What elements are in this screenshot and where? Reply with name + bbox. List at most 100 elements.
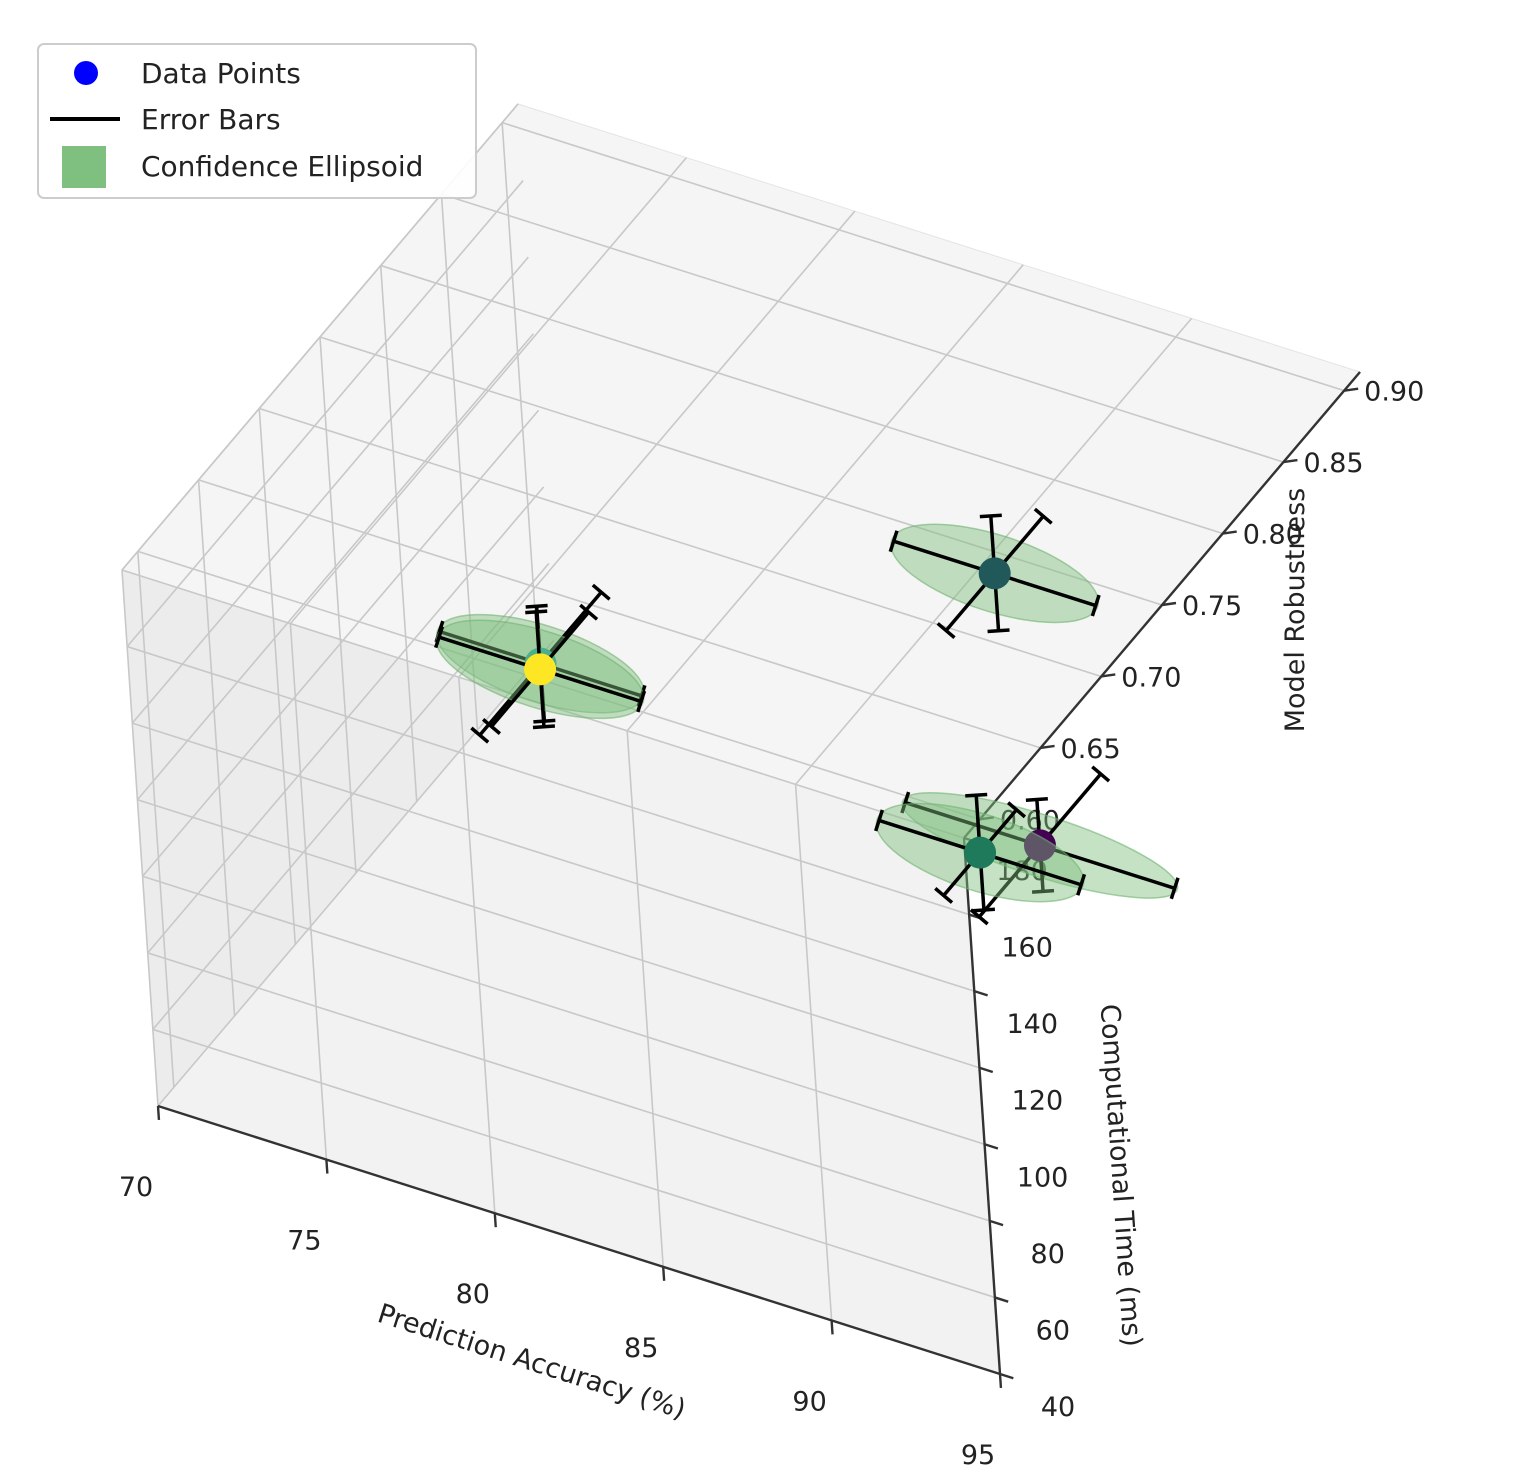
grid-line-z-back [198,479,1041,749]
grid-line-y-floor [126,645,970,916]
grid-line-y-floor [152,1028,996,1299]
grid-line-y-floor [147,952,990,1222]
error-bar-y-cap [532,724,556,730]
grid-line-z-left [501,122,539,659]
legend-frame [37,43,477,199]
legend-marker-data-points [74,61,98,85]
y-tick [984,1143,999,1150]
error-bar-z-cap [1091,765,1111,783]
grid-line-z-back [137,550,981,821]
z-tick [1161,601,1177,607]
legend-marker-confidence-ellipsoid [62,146,106,188]
x-tick [830,1320,834,1335]
grid-line-z-back [441,193,1284,463]
data-point [1023,829,1056,862]
z-tick [1101,673,1116,678]
z-tick-label: 0.65 [1061,734,1121,765]
x-tick [156,1105,161,1121]
error-bar-x-cap [434,626,445,649]
z-tick-label: 0.90 [1364,377,1424,408]
error-bar-x-cap [1076,873,1087,896]
axes-panes [121,102,1361,1375]
error-bar-y-cap [1031,888,1055,894]
y-tick [979,1066,994,1074]
grid-line-z-back [380,264,1223,535]
y-tick-label: 60 [1036,1315,1070,1346]
data-marks [434,507,1180,926]
grid-line-z-left [319,336,357,874]
x-tick [493,1213,497,1228]
grid-line-z-left [197,479,236,1016]
y-tick-label: 80 [1031,1239,1065,1270]
grid-line-z-back [501,121,1345,392]
error-bar-z-cap [470,726,490,744]
error-bar-y-cap [1025,797,1048,802]
legend-label-data-points: Data Points [141,57,301,90]
error-bar-z-cap [579,603,599,621]
error-bar-x-cap [636,690,647,713]
error-bar-x-cap [1090,594,1101,617]
z-axis-label: Model Robustness [1280,488,1311,732]
x-axis-line [157,1104,1001,1376]
error-bar-y-cap [525,609,548,615]
grid-line-x-floor [289,623,328,1160]
z-tick [1040,744,1055,750]
axis-ticks: 7075808590954060801001201401601800.600.6… [119,377,1424,1471]
x-tick-label: 85 [624,1333,658,1364]
error-bar-y-cap [525,603,548,609]
x-tick-label: 90 [792,1386,826,1417]
y-axis-label: Computational Time (ms) [1094,1003,1148,1348]
error-bar-x-cap [874,809,885,832]
x-tick-label: 75 [287,1226,321,1257]
error-bar-y-cap [972,907,996,913]
y-tick [999,1372,1014,1380]
error-bar-z-cap [591,583,611,601]
error-bar-y-cap [987,628,1010,634]
y-axis-line [962,837,1002,1375]
x-tick-label: 95 [961,1440,995,1471]
z-tick-label: 0.80 [1243,520,1303,551]
y-tick [994,1296,1009,1303]
z-tick [1283,458,1298,464]
error-bar-x-cap [1169,877,1180,900]
y-tick-label: 140 [1007,1009,1059,1040]
grid-line-z-left [258,408,297,945]
z-tick [1222,530,1237,535]
error-bar-y-cap [965,792,988,798]
y-tick-label: 40 [1041,1392,1075,1423]
z-tick [979,816,995,821]
y-tick [973,989,988,997]
error-bar-z-cap [481,718,502,735]
legend: Data Points Error Bars Confidence Ellips… [37,43,477,199]
grid-line-x-floor [458,677,496,1214]
x-tick [998,1373,1003,1389]
y-tick [989,1219,1004,1227]
x-tick-label: 70 [119,1172,153,1203]
z-tick-label: 0.70 [1121,662,1181,693]
grid-line-x-floor [121,569,159,1107]
z-tick-label: 0.85 [1303,448,1363,479]
grid-line-x-floor [794,784,833,1321]
x-tick-label: 80 [456,1279,490,1310]
error-bar-x-cap [900,791,911,814]
grid-line-y-floor [142,875,985,1146]
data-point [964,836,997,869]
error-bar-z-cap [934,887,954,904]
x-tick [325,1159,329,1174]
y-tick-label: 120 [1012,1086,1064,1117]
error-bar-z-cap [1033,507,1053,525]
data-point [524,653,557,686]
grid-lines [121,103,1361,1375]
z-tick [1343,387,1359,392]
grid-line-z-left [379,265,418,802]
y-tick-label: 100 [1017,1162,1069,1193]
error-bar-x-cap [888,530,899,553]
legend-label-confidence-ellipsoid: Confidence Ellipsoid [141,150,423,183]
error-bar-z-cap [936,622,956,639]
data-point [978,557,1011,590]
grid-line-x-floor [626,730,664,1267]
z-tick-label: 0.75 [1182,591,1242,622]
grid-line-z-left [137,551,175,1088]
error-bar-z-cap [1006,801,1027,819]
